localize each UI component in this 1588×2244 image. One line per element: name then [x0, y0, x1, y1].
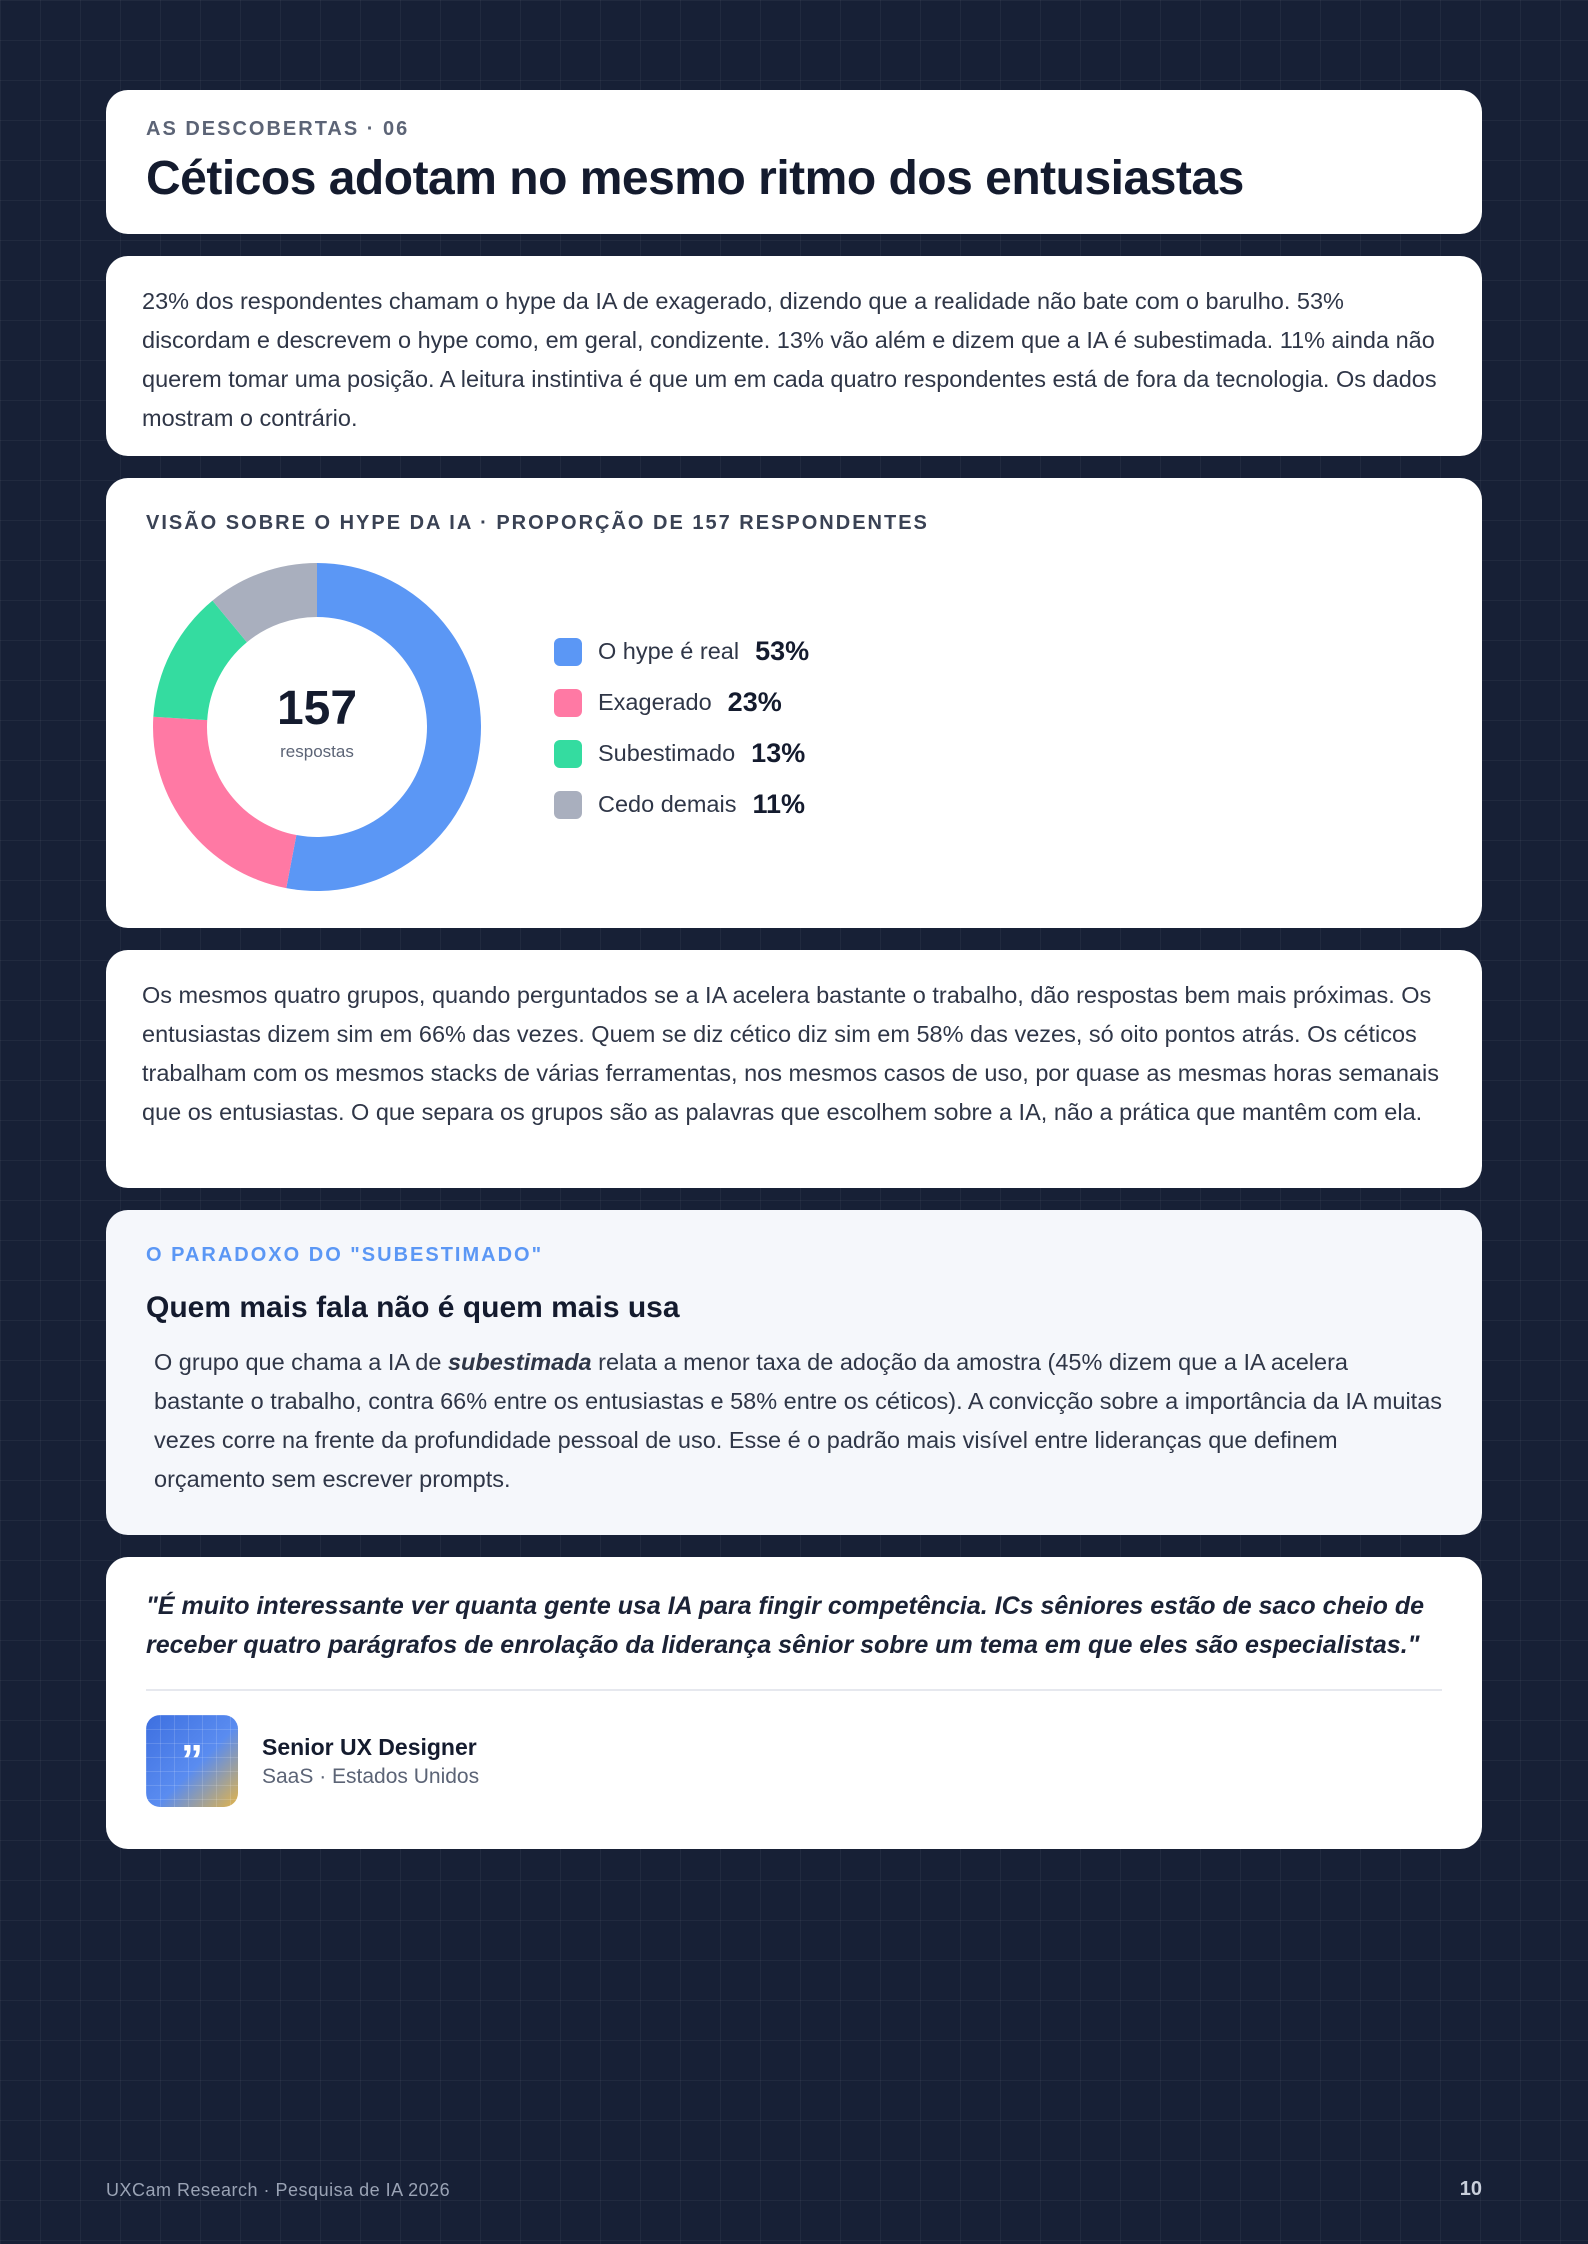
legend-item: Cedo demais 11% — [554, 779, 809, 830]
legend-swatch — [554, 790, 582, 819]
footer-source: UXCam Research · Pesquisa de IA 2026 — [106, 2180, 451, 2200]
chart-legend: O hype é real 53% Exagerado 23% Subestim… — [554, 626, 809, 830]
donut-slice — [153, 600, 247, 721]
author-info: Senior UX Designer SaaS · Estados Unidos — [262, 1734, 479, 1789]
quote-author: ” Senior UX Designer SaaS · Estados Unid… — [146, 1715, 1442, 1807]
callout-paragraph: O grupo que chama a IA de subestimada re… — [146, 1343, 1442, 1499]
legend-label: O hype é real — [598, 638, 740, 664]
legend-value: 53% — [755, 636, 810, 666]
quote-divider — [146, 1689, 1442, 1691]
callout-eyebrow: O PARADOXO DO "SUBESTIMADO" — [146, 1244, 544, 1266]
author-meta: SaaS · Estados Unidos — [262, 1764, 480, 1788]
body-paragraph: Os mesmos quatro grupos, quando pergunta… — [142, 982, 1439, 1125]
legend-item: Subestimado 13% — [554, 728, 809, 779]
donut-slice — [153, 716, 297, 889]
page-title: Céticos adotam no mesmo ritmo dos entusi… — [146, 152, 1244, 205]
legend-swatch — [554, 739, 582, 768]
body-card: Os mesmos quatro grupos, quando pergunta… — [106, 950, 1482, 1188]
donut-slice — [212, 563, 317, 643]
section-eyebrow: AS DESCOBERTAS · 06 — [146, 118, 410, 140]
legend-label: Subestimado — [598, 740, 736, 766]
donut-slice — [286, 563, 481, 891]
callout-card: O PARADOXO DO "SUBESTIMADO" Quem mais fa… — [106, 1210, 1482, 1535]
legend-item: Exagerado 23% — [554, 677, 809, 728]
legend-item: O hype é real 53% — [554, 626, 809, 677]
chart-title: VISÃO SOBRE O HYPE DA IA · PROPORÇÃO DE … — [146, 512, 929, 534]
donut-center-label: respostas — [280, 742, 354, 761]
intro-paragraph: 23% dos respondentes chamam o hype da IA… — [142, 288, 1437, 431]
page-number: 10 — [1459, 2178, 1482, 2200]
quote-text: "É muito interessante ver quanta gente u… — [146, 1592, 1424, 1659]
callout-text-end: relata a menor taxa de adoção da amostra… — [154, 1349, 1443, 1492]
intro-card: 23% dos respondentes chamam o hype da IA… — [106, 256, 1482, 456]
title-card: AS DESCOBERTAS · 06 Céticos adotam no me… — [106, 90, 1482, 234]
author-name: Senior UX Designer — [262, 1733, 477, 1760]
legend-swatch — [554, 637, 582, 666]
legend-swatch — [554, 688, 582, 717]
legend-label: Exagerado — [598, 689, 712, 715]
legend-value: 23% — [727, 687, 782, 717]
callout-emphasis: subestimada — [447, 1349, 592, 1375]
chart-card: VISÃO SOBRE O HYPE DA IA · PROPORÇÃO DE … — [106, 478, 1482, 928]
legend-value: 11% — [752, 789, 806, 819]
callout-text-start: O grupo que chama a IA de — [154, 1349, 448, 1375]
quote-icon: ” — [146, 1715, 238, 1807]
legend-label: Cedo demais — [598, 791, 737, 817]
callout-heading: Quem mais fala não é quem mais usa — [146, 1291, 680, 1324]
donut-center-value: 157 — [277, 682, 357, 735]
donut-chart: 157 respostas — [153, 563, 481, 891]
quote-card: "É muito interessante ver quanta gente u… — [106, 1557, 1482, 1849]
legend-value: 13% — [751, 738, 806, 768]
